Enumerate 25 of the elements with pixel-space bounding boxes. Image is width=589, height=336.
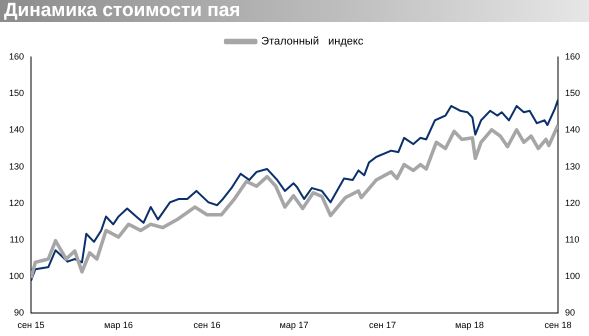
y-tick-label: 140 <box>8 124 24 135</box>
x-tick-label: мар 17 <box>280 320 308 330</box>
chart-title: Динамика стоимости пая <box>0 0 589 22</box>
x-tick-label: сен 17 <box>368 320 396 330</box>
y2-tick-label: 140 <box>564 124 580 135</box>
x-tick-label: мар 18 <box>455 320 484 330</box>
y-tick-label: 150 <box>8 88 24 98</box>
y-tick-label: 110 <box>10 234 24 244</box>
x-tick-label: сен 16 <box>193 320 220 330</box>
y-tick-label: 90 <box>14 308 24 318</box>
x-tick-label: сен 18 <box>544 320 572 330</box>
y-tick-label: 130 <box>8 161 24 172</box>
x-tick-label: сен 15 <box>18 320 45 330</box>
y-tick-label: 120 <box>8 198 24 208</box>
y-tick-label: 100 <box>8 271 24 282</box>
y2-tick-label: 110 <box>564 234 580 244</box>
x-tick-label: мар 16 <box>104 320 133 330</box>
y2-tick-label: 120 <box>564 198 580 208</box>
y2-tick-label: 160 <box>564 51 580 62</box>
y-tick-label: 160 <box>8 51 24 62</box>
y2-tick-label: 100 <box>564 271 580 282</box>
legend-label: Эталонный индекс <box>261 36 364 48</box>
y2-tick-label: 150 <box>564 88 580 98</box>
y2-tick-label: 130 <box>564 161 580 172</box>
y2-tick-label: 90 <box>564 308 575 318</box>
